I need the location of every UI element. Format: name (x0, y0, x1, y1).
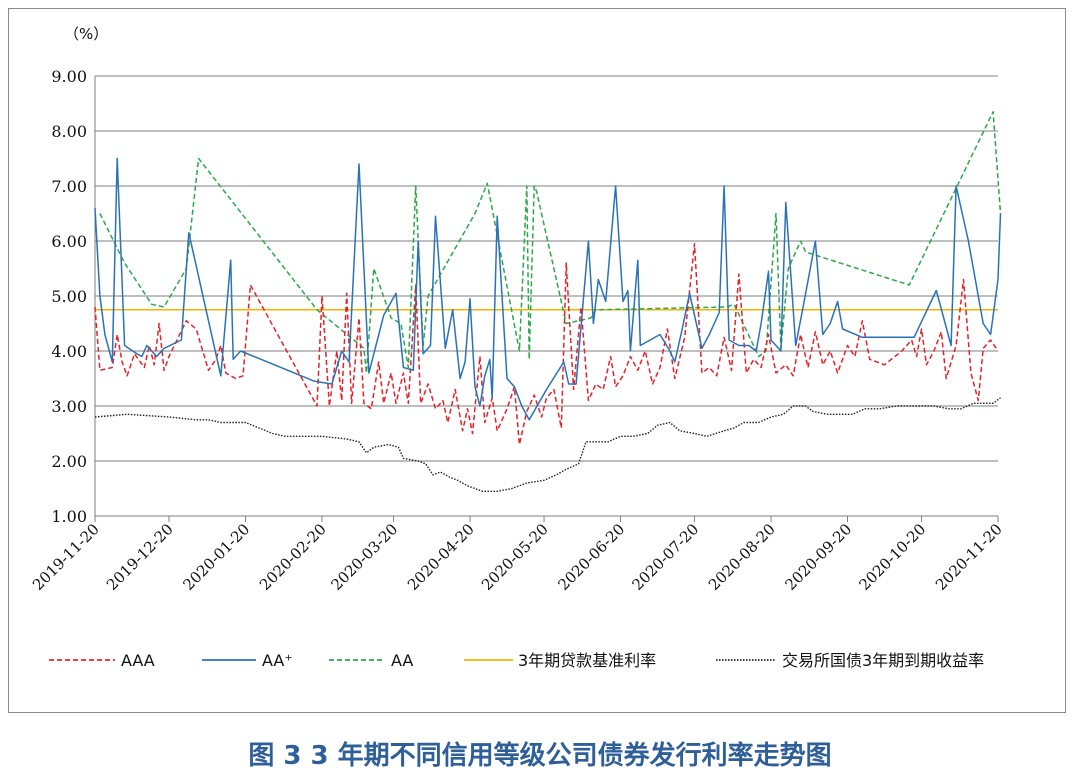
x-tick-label: 2020-10-20 (855, 520, 929, 594)
y-tick-label: 3.00 (51, 397, 87, 416)
x-tick-label: 2020-02-20 (256, 520, 330, 594)
x-tick-label: 2020-11-20 (932, 520, 1006, 594)
series-line-4 (94, 397, 1001, 492)
x-tick-label: 2019-11-20 (29, 520, 103, 594)
y-tick-label: 8.00 (51, 122, 87, 141)
legend: AAA AA⁺ AA 3年期贷款基准利率 交易所国债3年期到期收益率 (49, 651, 984, 670)
x-tick-label: 2020-07-20 (628, 520, 702, 594)
y-tick-label: 6.00 (51, 232, 87, 251)
y-unit-label: （%） (64, 25, 108, 43)
y-tick-label: 4.00 (51, 342, 87, 361)
y-tick-label: 7.00 (51, 177, 87, 196)
x-tick-label: 2019-12-20 (103, 520, 177, 594)
x-tick-label: 2020-03-20 (327, 520, 401, 594)
axes: 1.00 2.00 3.00 4.00 5.00 6.00 7.00 8.00 9.00 2019… (29, 67, 1006, 594)
series-line-1 (94, 157, 1002, 421)
legend-label-1: AA⁺ (262, 651, 293, 670)
legend-label-4: 交易所国债3年期到期收益率 (782, 651, 984, 670)
x-tick-label: 2020-04-20 (404, 520, 478, 594)
y-tick-label: 5.00 (51, 287, 87, 306)
x-tick-label: 2020-09-20 (781, 520, 855, 594)
x-tick-label: 2020-05-20 (478, 520, 552, 594)
chart-frame: （%） 1.00 2.00 3.00 4.00 5.00 6.00 7.00 8.00 9.00… (8, 8, 1066, 713)
y-tick-label: 1.00 (51, 507, 87, 526)
series-layer (94, 111, 1002, 492)
figure-caption: 图 3 3 年期不同信用等级公司债券发行利率走势图 (248, 741, 832, 771)
y-tick-label: 9.00 (51, 67, 87, 86)
x-tick-label: 2020-06-20 (554, 520, 628, 594)
x-tick-label: 2020-01-20 (179, 520, 253, 594)
series-line-0 (94, 243, 999, 446)
series-line-2 (99, 111, 1002, 374)
line-chart: （%） 1.00 2.00 3.00 4.00 5.00 6.00 7.00 8.00 9.00… (29, 25, 1006, 670)
legend-label-2: AA (391, 651, 413, 670)
y-tick-label: 2.00 (51, 452, 87, 471)
x-tick-label: 2020-08-20 (705, 520, 779, 594)
legend-label-3: 3年期贷款基准利率 (518, 651, 656, 670)
grid-lines (95, 75, 998, 462)
legend-label-0: AAA (121, 651, 155, 670)
